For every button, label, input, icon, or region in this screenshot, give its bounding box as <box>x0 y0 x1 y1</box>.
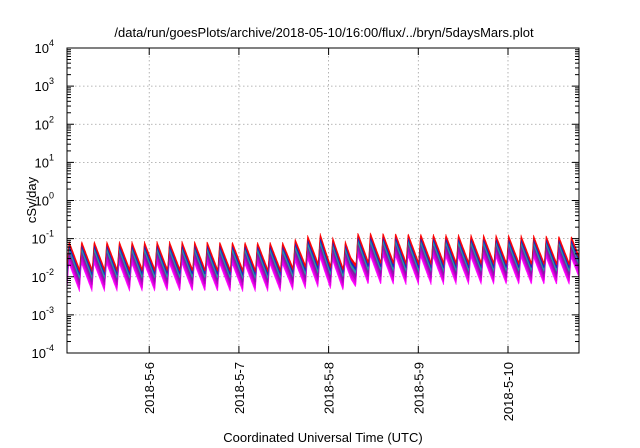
x-tick-label: 2018-5-8 <box>322 362 337 414</box>
y-tick-label: 104 <box>35 38 54 56</box>
x-axis-ticks: 2018-5-6 2018-5-7 2018-5-8 2018-5-9 2018-5-1… <box>142 48 516 421</box>
y-tick-label: 10-1 <box>32 229 54 247</box>
grid-lines <box>67 48 579 353</box>
y-tick-label: 10-3 <box>32 305 54 323</box>
y-tick-label: 101 <box>35 152 54 170</box>
x-tick-label: 2018-5-6 <box>142 362 157 414</box>
x-tick-label: 2018-5-7 <box>232 362 247 414</box>
y-tick-label: 103 <box>35 76 54 94</box>
x-axis-label: Coordinated Universal Time (UTC) <box>223 430 422 445</box>
chart-title: /data/run/goesPlots/archive/2018-05-10/1… <box>114 25 534 40</box>
y-tick-label: 10-4 <box>32 343 54 361</box>
y-tick-label: 10-2 <box>32 267 54 285</box>
x-tick-label: 2018-5-9 <box>411 362 426 414</box>
plot-series <box>66 232 580 293</box>
y-tick-label: 102 <box>35 114 54 132</box>
y-axis-label: cSv/day <box>24 176 39 223</box>
x-tick-label: 2018-5-10 <box>501 362 516 421</box>
